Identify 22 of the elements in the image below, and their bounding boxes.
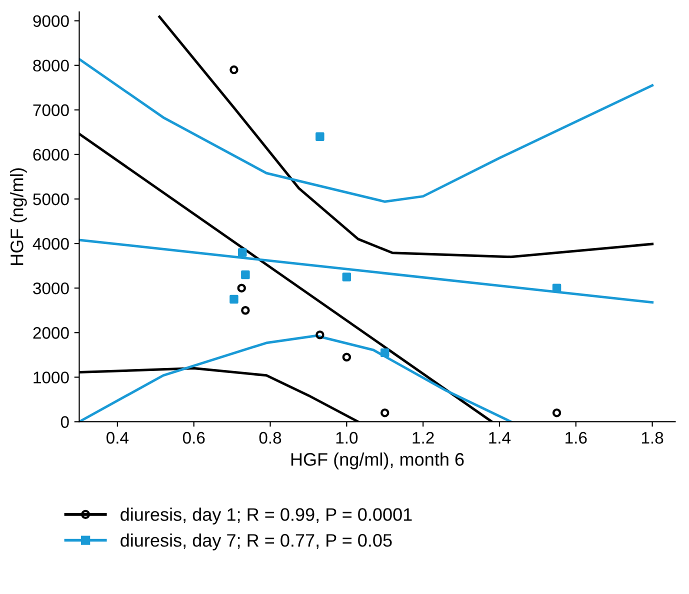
legend-label: diuresis, day 1; R = 0.99, P = 0.0001: [120, 508, 412, 524]
x-tick-label: 1.8: [642, 432, 664, 444]
y-axis-title: HGF (ng/ml): [10, 168, 27, 265]
x-tick-label: 0.4: [106, 432, 129, 444]
x-tick-label: 1.6: [566, 432, 587, 444]
y-tick-label: 7000: [33, 104, 69, 116]
y-tick-label: 4000: [32, 238, 69, 250]
y-tick-label: 0: [60, 416, 69, 428]
x-tick-label: 1.4: [489, 432, 511, 444]
y-tick-label: 6000: [33, 148, 69, 161]
y-tick-label: 3000: [33, 282, 69, 294]
x-tick-label: 0.6: [182, 432, 205, 444]
y-tick-label: 5000: [33, 193, 69, 206]
x-axis-title: HGF (ng/ml), month 6: [291, 452, 464, 470]
x-tick-label: 0.8: [259, 432, 282, 444]
y-tick-label: 8000: [33, 60, 69, 72]
legend-label: diuresis, day 7; R = 0.77, P = 0.05: [120, 534, 392, 550]
y-tick-label: 2000: [33, 327, 69, 339]
y-tick-label: 9000: [33, 15, 69, 27]
y-tick-label: 1000: [34, 372, 69, 384]
x-tick-label: 1.0: [336, 432, 358, 444]
x-tick-label: 1.2: [412, 432, 434, 444]
